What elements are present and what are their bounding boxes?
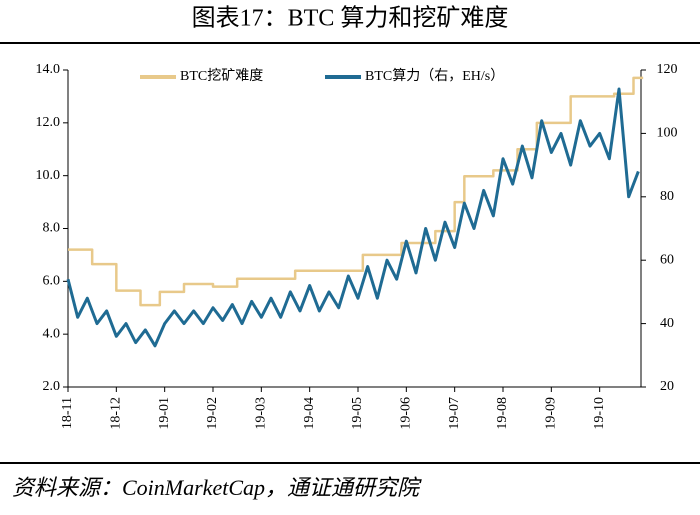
x-tick-label: 19-02 bbox=[205, 397, 220, 430]
series-line bbox=[66, 87, 640, 348]
series-line bbox=[68, 76, 644, 307]
y2-tick-label: 60 bbox=[660, 252, 674, 267]
x-tick-label: 18-12 bbox=[109, 397, 124, 430]
y-tick-label: 8.0 bbox=[43, 221, 61, 236]
x-tick-label: 19-03 bbox=[254, 397, 269, 430]
x-tick-label: 19-09 bbox=[544, 397, 559, 430]
y-tick-label: 12.0 bbox=[36, 115, 61, 130]
y-tick-label: 2.0 bbox=[43, 379, 61, 394]
chart-title: 图表17：BTC 算力和挖矿难度 bbox=[192, 5, 509, 32]
y2-tick-label: 40 bbox=[660, 316, 674, 331]
y2-tick-label: 80 bbox=[660, 189, 674, 204]
y-tick-label: 4.0 bbox=[43, 326, 61, 341]
legend-label: BTC算力（右，EH/s） bbox=[365, 68, 504, 84]
x-tick-label: 19-01 bbox=[157, 397, 172, 430]
y2-tick-label: 120 bbox=[657, 62, 678, 77]
y2-tick-label: 100 bbox=[657, 126, 678, 141]
x-tick-label: 19-04 bbox=[302, 397, 317, 430]
source: 资料来源：CoinMarketCap，通证通研究院 bbox=[12, 475, 422, 500]
x-tick-label: 19-10 bbox=[592, 397, 607, 430]
legend-label: BTC挖矿难度 bbox=[180, 68, 263, 84]
y2-tick-label: 20 bbox=[660, 379, 674, 394]
x-tick-label: 19-08 bbox=[495, 397, 510, 430]
x-tick-label: 18-11 bbox=[60, 397, 75, 429]
y-tick-label: 14.0 bbox=[36, 62, 61, 77]
y-tick-label: 10.0 bbox=[36, 168, 61, 183]
x-tick-label: 19-05 bbox=[350, 397, 365, 430]
x-tick-label: 19-07 bbox=[447, 397, 462, 430]
y-tick-label: 6.0 bbox=[43, 274, 61, 289]
x-tick-label: 19-06 bbox=[399, 397, 414, 430]
